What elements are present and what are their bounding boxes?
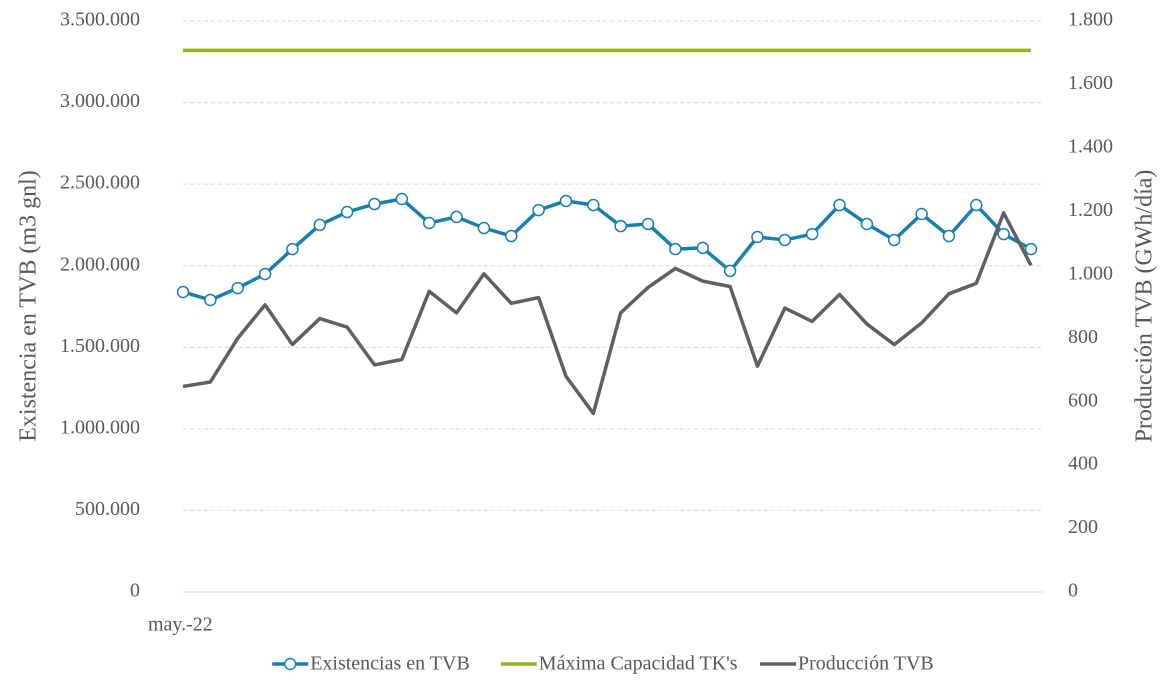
y-axis-title: Existencia en TVB (m3 gnl) bbox=[16, 170, 42, 442]
point-marker bbox=[505, 229, 518, 243]
point-marker bbox=[422, 216, 436, 230]
legend-marker bbox=[283, 657, 297, 671]
y-tick-label: 3.500.000 bbox=[60, 9, 140, 31]
y-tick-label: 0 bbox=[130, 580, 140, 602]
y2-axis-title: Producción TVB (GWh/día) bbox=[1132, 170, 1158, 443]
y-tick-label: 2.500.000 bbox=[60, 172, 140, 194]
point-marker bbox=[696, 241, 709, 255]
legend-label: Máxima Capacidad TK's bbox=[539, 653, 738, 675]
legend-item: Máxima Capacidad TK's bbox=[500, 653, 738, 675]
point-marker bbox=[669, 242, 682, 256]
point-marker bbox=[1024, 242, 1038, 256]
y-tick-label: 500.000 bbox=[75, 498, 140, 520]
x-tick-label: may.-22 bbox=[148, 614, 213, 636]
point-marker bbox=[887, 233, 901, 247]
series-line bbox=[182, 197, 1032, 302]
point-marker bbox=[286, 242, 299, 256]
point-marker bbox=[970, 198, 983, 212]
y2-tick-label: 1.600 bbox=[1068, 72, 1113, 94]
point-marker bbox=[313, 218, 327, 232]
point-marker bbox=[395, 192, 409, 206]
point-marker bbox=[340, 205, 354, 219]
point-marker bbox=[559, 194, 573, 208]
point-marker bbox=[258, 267, 272, 281]
y-tick-label: 3.000.000 bbox=[60, 90, 140, 112]
y2-tick-label: 1.200 bbox=[1068, 199, 1113, 221]
point-marker bbox=[477, 221, 491, 235]
y2-tick-label: 800 bbox=[1068, 326, 1098, 348]
y-tick-label: 1.000.000 bbox=[60, 416, 140, 438]
point-marker bbox=[231, 281, 244, 295]
y2-tick-label: 200 bbox=[1068, 516, 1098, 538]
legend-item: Producción TVB bbox=[760, 653, 934, 675]
y2-tick-label: 0 bbox=[1068, 580, 1078, 602]
series-line bbox=[182, 211, 1033, 416]
point-marker bbox=[641, 217, 655, 231]
point-marker bbox=[915, 207, 928, 221]
legend-item: Existencias en TVB bbox=[272, 653, 470, 675]
point-marker bbox=[450, 210, 463, 224]
point-marker bbox=[805, 227, 819, 241]
point-marker bbox=[176, 285, 190, 299]
y2-tick-label: 600 bbox=[1068, 389, 1098, 411]
point-marker bbox=[833, 198, 846, 212]
point-marker bbox=[723, 264, 737, 278]
y2-tick-label: 400 bbox=[1068, 453, 1098, 475]
point-marker bbox=[997, 227, 1010, 241]
y2-tick-label: 1.400 bbox=[1068, 135, 1113, 157]
point-marker bbox=[614, 219, 627, 233]
point-marker bbox=[860, 217, 874, 231]
y2-tick-label: 1.000 bbox=[1068, 262, 1113, 284]
point-marker bbox=[942, 229, 956, 243]
point-marker bbox=[532, 203, 545, 217]
y2-tick-label: 1.800 bbox=[1068, 9, 1113, 31]
point-marker bbox=[751, 230, 764, 244]
y-tick-label: 1.500.000 bbox=[60, 335, 140, 357]
y-tick-label: 2.000.000 bbox=[60, 253, 140, 275]
legend-label: Producción TVB bbox=[798, 653, 934, 675]
point-marker bbox=[587, 198, 600, 212]
point-marker bbox=[204, 293, 217, 307]
point-marker bbox=[368, 197, 381, 211]
legend-label: Existencias en TVB bbox=[310, 653, 470, 675]
point-marker bbox=[778, 233, 792, 247]
